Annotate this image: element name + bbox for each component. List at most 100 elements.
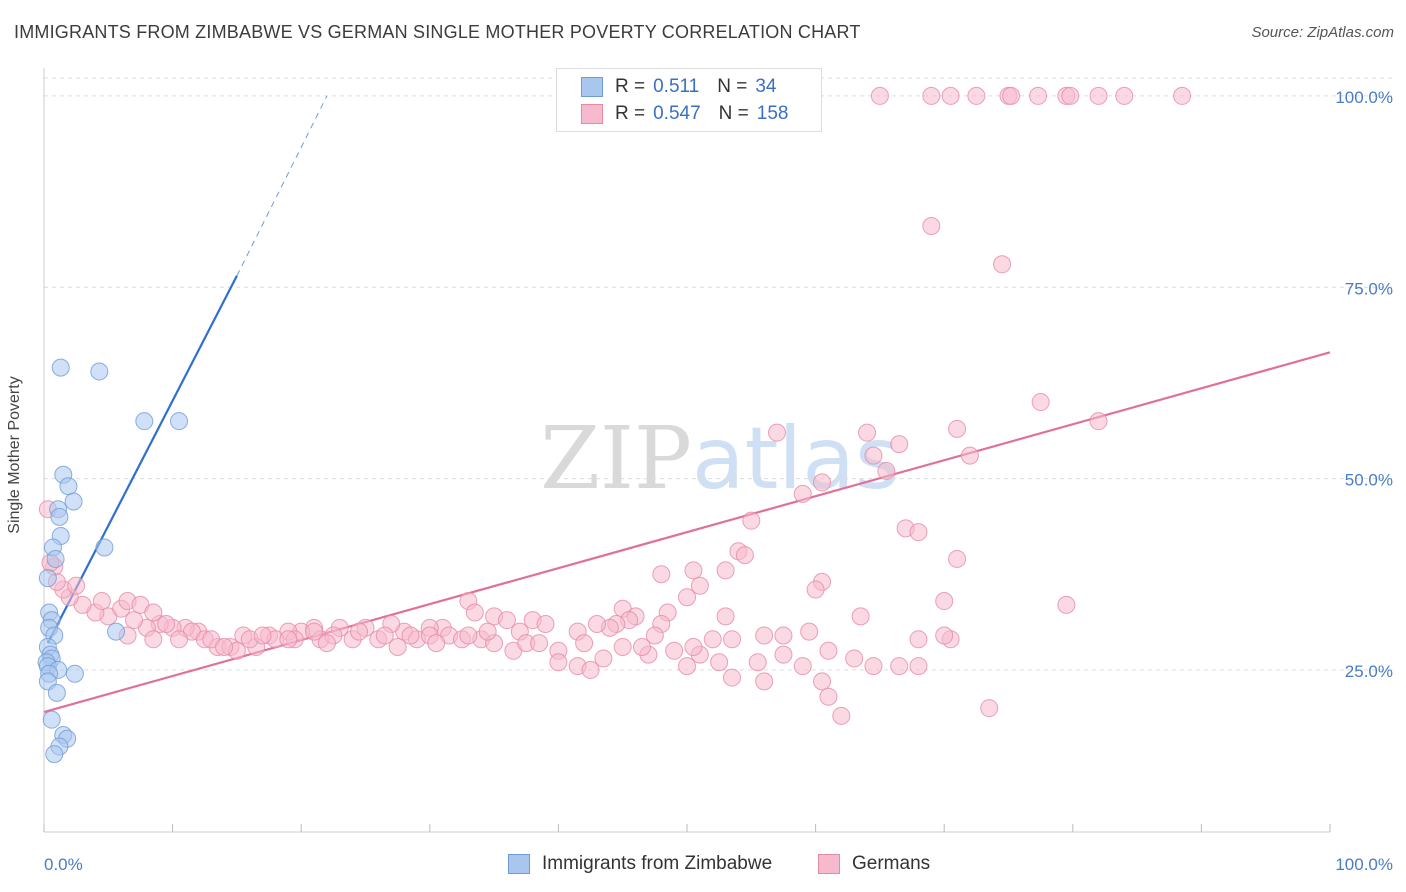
bottom-legend-germans: Germans: [818, 852, 930, 876]
legend-r-label: R =: [615, 76, 646, 97]
legend-r-value: 0.547: [653, 103, 701, 124]
trend-line-extension: [236, 95, 328, 276]
data-point: [890, 435, 909, 454]
data-point: [935, 592, 954, 611]
grid-lines: [44, 77, 1394, 671]
data-point: [845, 649, 864, 668]
data-point: [819, 641, 838, 660]
data-point: [632, 637, 651, 656]
data-point: [710, 653, 729, 672]
data-point: [793, 657, 812, 676]
legend-n-label: N =: [718, 103, 749, 124]
data-point: [1089, 86, 1108, 105]
y-tick-label: 75.0%: [1345, 279, 1393, 298]
data-point: [465, 603, 484, 622]
data-point: [948, 419, 967, 438]
data-point: [530, 634, 549, 653]
bottom-legend-zimbabwe: Immigrants from Zimbabwe: [508, 852, 772, 876]
y-tick-label: 25.0%: [1345, 662, 1393, 681]
x-tick-label: 100.0%: [1335, 855, 1393, 874]
data-point: [170, 412, 189, 431]
x-tick-label: 0.0%: [44, 855, 83, 874]
chart-title: IMMIGRANTS FROM ZIMBABWE VS GERMAN SINGL…: [14, 22, 861, 42]
data-point: [851, 607, 870, 626]
legend-n-value: 34: [755, 76, 777, 97]
data-point: [716, 607, 735, 626]
data-point: [90, 362, 109, 381]
data-point: [42, 710, 61, 729]
watermark-zip: ZIP: [540, 409, 692, 509]
data-point: [993, 255, 1012, 274]
data-point: [46, 549, 65, 568]
data-point: [967, 86, 986, 105]
data-point: [478, 622, 497, 641]
data-point: [832, 706, 851, 725]
data-point: [51, 358, 70, 377]
data-point: [107, 622, 126, 641]
data-point: [793, 484, 812, 503]
data-point: [806, 580, 825, 599]
data-point: [1057, 595, 1076, 614]
data-point: [613, 637, 632, 656]
data-point: [948, 549, 967, 568]
data-point: [1061, 86, 1080, 105]
y-tick-label: 50.0%: [1345, 471, 1393, 490]
data-point: [170, 630, 189, 649]
tick-labels: 25.0% 50.0% 75.0% 100.0% 0.0% 100.0%: [44, 88, 1393, 874]
data-point: [716, 561, 735, 580]
data-point: [1002, 86, 1021, 105]
data-point: [459, 626, 478, 645]
data-point: [144, 630, 163, 649]
data-point: [909, 657, 928, 676]
data-point: [45, 745, 64, 764]
data-point: [95, 538, 114, 557]
data-point: [38, 569, 57, 588]
data-point: [774, 626, 793, 645]
data-point: [864, 446, 883, 465]
data-point: [67, 576, 86, 595]
data-point: [350, 622, 369, 641]
data-point: [549, 653, 568, 672]
data-point: [536, 614, 555, 633]
legend-swatch-zimbabwe: [581, 77, 603, 97]
trend-lines: [43, 95, 1331, 714]
data-point: [935, 626, 954, 645]
data-point: [665, 641, 684, 660]
data-point: [768, 423, 787, 442]
data-point: [870, 86, 889, 105]
data-point: [877, 461, 896, 480]
legend-row-germans: R = 0.547 N = 158: [581, 101, 806, 127]
data-point: [755, 626, 774, 645]
data-point: [64, 492, 83, 511]
data-point: [890, 657, 909, 676]
data-point: [813, 672, 832, 691]
data-point: [800, 622, 819, 641]
bottom-legend-label-zimbabwe: Immigrants from Zimbabwe: [542, 853, 773, 874]
data-point: [980, 699, 999, 718]
legend-r-value: 0.511: [653, 76, 700, 97]
data-point: [678, 657, 696, 676]
data-point: [215, 637, 234, 656]
data-point: [813, 473, 832, 492]
data-point: [47, 683, 66, 702]
data-point: [755, 672, 774, 691]
legend-n-value: 158: [756, 103, 789, 124]
data-point: [587, 614, 606, 633]
data-point: [388, 637, 407, 656]
data-point: [581, 660, 600, 679]
data-point: [941, 86, 960, 105]
data-point: [922, 217, 941, 236]
data-point: [305, 622, 324, 641]
data-point: [135, 412, 154, 431]
data-point: [909, 523, 928, 542]
data-point: [690, 576, 709, 595]
data-point: [1029, 86, 1048, 105]
data-point: [678, 588, 696, 607]
stats-legend: R = 0.511 N = 34 R = 0.547 N = 158: [556, 68, 822, 132]
data-point: [144, 603, 163, 622]
data-point: [375, 626, 394, 645]
data-point: [735, 546, 754, 565]
data-point: [92, 592, 111, 611]
data-point: [858, 423, 877, 442]
